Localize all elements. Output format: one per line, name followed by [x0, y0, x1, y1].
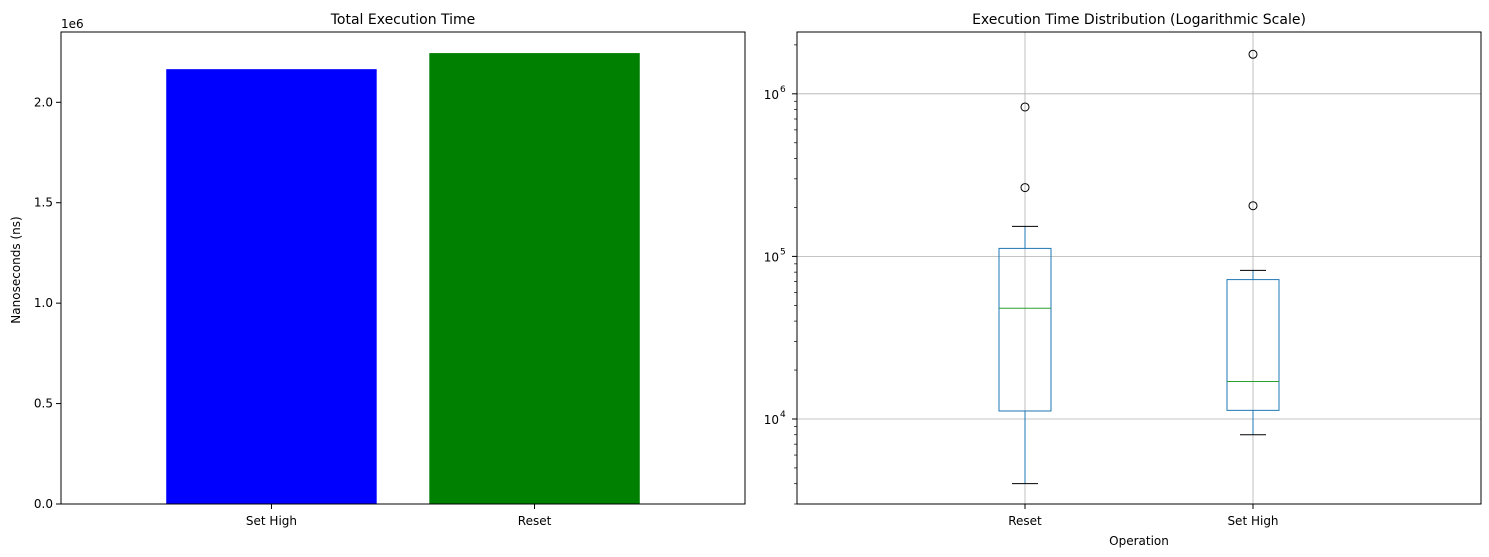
box-xtick-label: Set High	[1227, 514, 1278, 528]
bar-ytick-label: 1.5	[34, 196, 53, 210]
bar-chart: Total Execution Time Nanoseconds (ns) 1e…	[9, 12, 746, 528]
box-reset	[998, 102, 1052, 485]
box-ytick-label: 10	[764, 413, 779, 427]
box-set-high	[1226, 49, 1280, 436]
bar-ytick-label: 0.5	[34, 397, 53, 411]
iqr-box	[998, 247, 1052, 412]
outlier-point	[1248, 49, 1258, 59]
bar-ytick-label: 1.0	[34, 296, 53, 310]
bar-chart-offset-label: 1e6	[61, 17, 84, 31]
box-chart: Execution Time Distribution (Logarithmic…	[764, 12, 1482, 548]
bar-reset	[429, 53, 640, 505]
outlier-point	[1248, 201, 1258, 211]
box-chart-frame	[796, 31, 1482, 505]
box-ytick-exponent: 6	[780, 85, 786, 95]
bar-chart-ylabel: Nanoseconds (ns)	[9, 216, 23, 323]
box-xtick-label: Reset	[1008, 514, 1042, 528]
bar-xtick-label: Reset	[518, 514, 552, 528]
outlier-point	[1020, 102, 1030, 112]
box-ytick-exponent: 5	[780, 247, 786, 257]
outlier-point	[1020, 183, 1030, 193]
bar-set-high	[166, 69, 377, 505]
iqr-box	[1226, 279, 1280, 411]
box-ytick-label: 10	[764, 250, 779, 264]
bar-chart-frame	[60, 31, 746, 505]
box-ytick-exponent: 4	[780, 410, 786, 420]
bar-ytick-label: 0.0	[34, 497, 53, 511]
bar-xtick-label: Set High	[246, 514, 297, 528]
box-chart-title: Execution Time Distribution (Logarithmic…	[972, 12, 1306, 28]
bar-ytick-label: 2.0	[34, 95, 53, 109]
bar-chart-title: Total Execution Time	[330, 12, 476, 28]
box-chart-xlabel: Operation	[1109, 534, 1169, 548]
box-ytick-label: 10	[764, 88, 779, 102]
